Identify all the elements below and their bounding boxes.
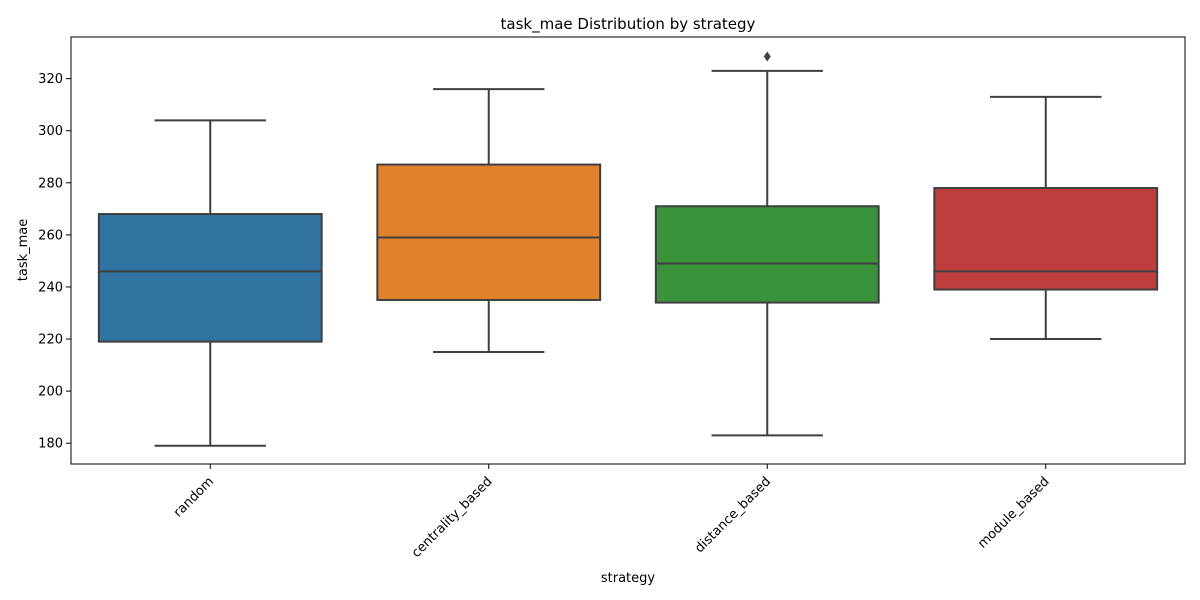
box-group-module_based [933, 95, 1159, 341]
outlier-point [763, 51, 771, 62]
chart-title: task_mae Distribution by strategy [501, 15, 756, 34]
plot-frame [70, 36, 1186, 465]
box-group-centrality_based [376, 88, 602, 354]
y-tick-label: 180 [38, 437, 63, 452]
box-distance_based [654, 205, 880, 304]
x-tick-label-random: random [171, 474, 217, 520]
y-tick-label: 280 [38, 176, 63, 191]
x-tick-label-centrality_based: centrality_based [409, 474, 496, 561]
box-group-random [97, 119, 323, 447]
x-tick-label-module_based: module_based [975, 474, 1052, 551]
box-random [97, 213, 323, 343]
x-axis: random centrality_based distance_based modu… [171, 464, 1053, 561]
x-tick-label-distance_based: distance_based [692, 474, 774, 556]
y-tick-label: 320 [38, 72, 63, 87]
y-tick-label: 240 [38, 280, 63, 295]
y-tick-label: 260 [38, 228, 63, 243]
y-tick-label: 200 [38, 385, 63, 400]
y-tick-label: 220 [38, 333, 63, 348]
box-group-distance_based [654, 51, 880, 437]
y-tick-label: 300 [38, 124, 63, 139]
box-module_based [933, 187, 1159, 291]
y-axis: 180 200 220 240 260 280 300 320 [38, 72, 71, 452]
y-axis-title: task_mae [16, 219, 31, 282]
plot-area [97, 51, 1159, 447]
x-axis-title: strategy [601, 571, 656, 586]
box-centrality_based [376, 163, 602, 301]
